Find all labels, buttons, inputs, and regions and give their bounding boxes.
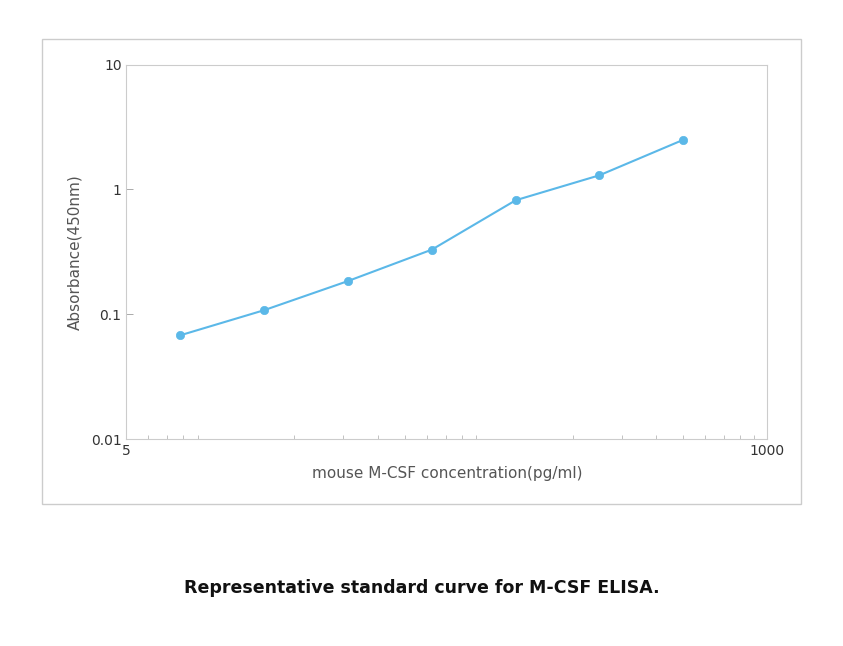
- Text: Representative standard curve for M-CSF ELISA.: Representative standard curve for M-CSF …: [184, 579, 659, 597]
- Y-axis label: Absorbance(450nm): Absorbance(450nm): [67, 174, 83, 330]
- X-axis label: mouse M-CSF concentration(pg/ml): mouse M-CSF concentration(pg/ml): [312, 466, 582, 481]
